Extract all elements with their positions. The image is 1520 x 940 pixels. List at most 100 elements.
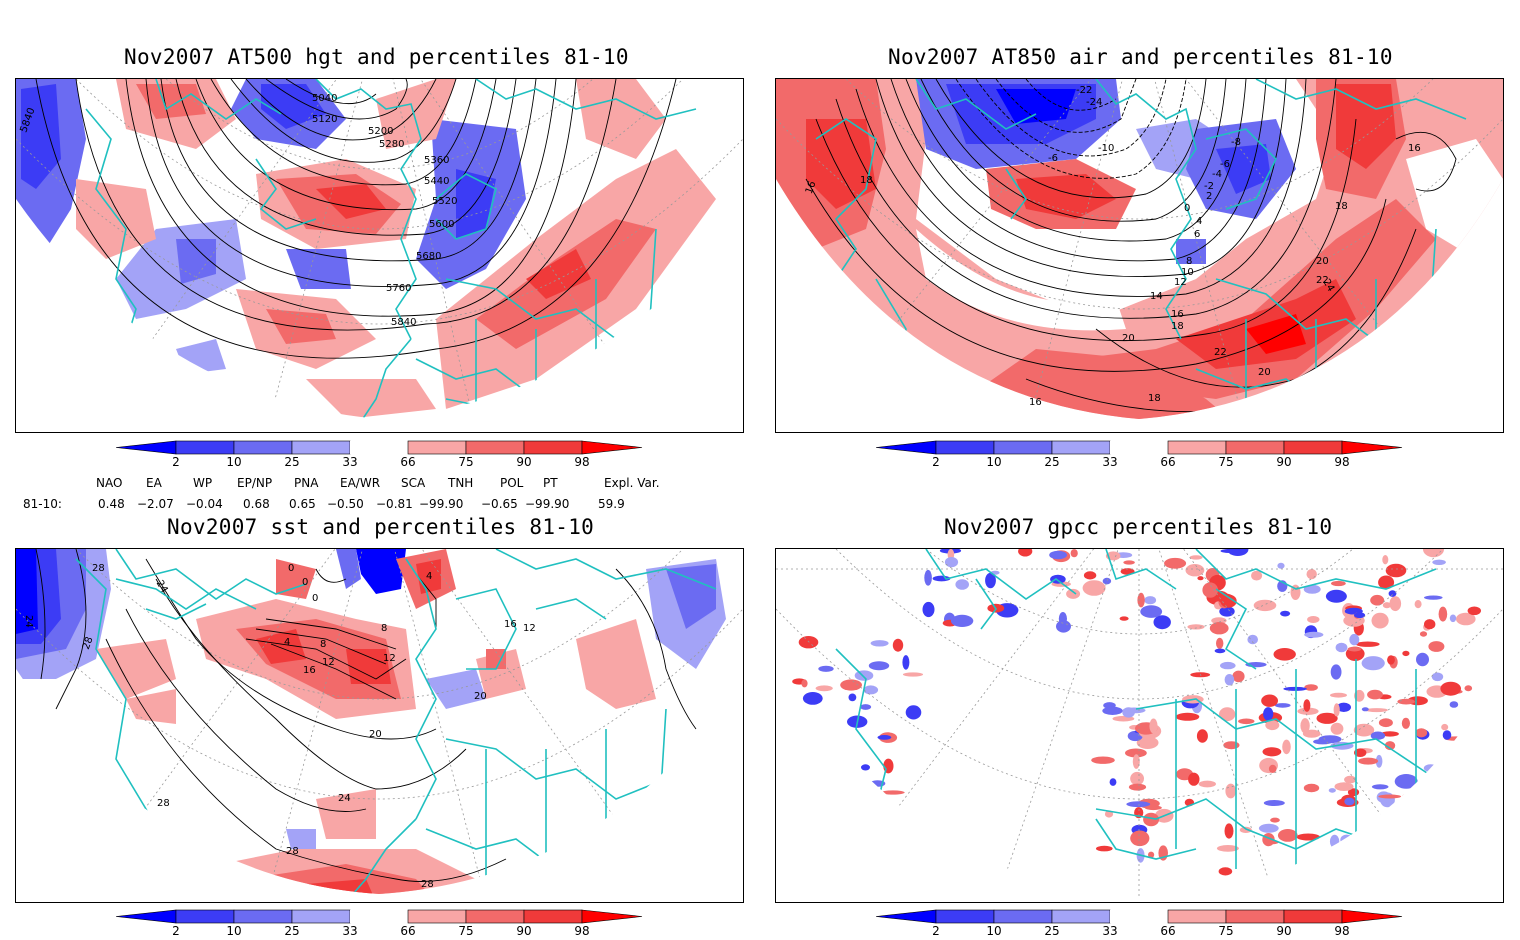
colorbar-swatch (1051, 909, 1111, 924)
index-row-label: 81-10: (23, 497, 62, 511)
wet-anomaly-patch (840, 679, 862, 691)
wet-anomaly-patch (1350, 851, 1357, 861)
wet-anomaly-patch (1330, 692, 1347, 698)
wet-anomaly-patch (845, 776, 861, 792)
dry-anomaly-patch (1283, 686, 1307, 691)
colorbar-arrow-low (116, 909, 177, 924)
wet-anomaly-patch (1347, 870, 1357, 883)
index-value-wp: −0.04 (186, 497, 223, 511)
contour-label: 24 (154, 579, 170, 596)
wet-anomaly-patch (1224, 823, 1234, 839)
wet-anomaly-patch (1467, 606, 1481, 616)
dry-anomaly-patch (1329, 834, 1340, 849)
wet-anomaly-patch (1417, 868, 1437, 875)
contour-label: 16 (504, 619, 517, 630)
dry-anomaly-patch (1102, 706, 1123, 715)
dry-anomaly-patch (902, 655, 910, 670)
colorbar-swatch (523, 440, 583, 455)
dry-anomaly-patch (932, 575, 951, 582)
index-value-sca: −0.81 (376, 497, 413, 511)
contour-label: 5360 (424, 155, 449, 166)
wet-anomaly-patch (1232, 670, 1245, 683)
wet-anomaly-patch (1389, 596, 1402, 612)
dry-anomaly-patch (870, 640, 889, 647)
colorbar-swatch (407, 440, 467, 455)
colorbar-swatch (350, 441, 408, 454)
wet-anomaly-patch (1378, 575, 1395, 590)
dry-anomaly-patch (1220, 549, 1239, 553)
map-gpcc-svg (776, 549, 1503, 899)
colorbar-swatch (175, 909, 235, 924)
wet-anomaly-patch (1123, 560, 1135, 565)
index-name-explvar: Expl. Var. (604, 476, 660, 490)
contour-label: -6 (1048, 153, 1058, 164)
wet-anomaly-patch (1175, 712, 1200, 721)
wet-anomaly-patch (1202, 582, 1218, 598)
dry-anomaly-patch (1050, 574, 1066, 584)
dry-anomaly-patch (1325, 589, 1347, 603)
wet-anomaly-patch (1136, 736, 1159, 749)
wet-anomaly-patch (1365, 708, 1388, 713)
dry-anomaly-patch (1122, 707, 1135, 718)
colorbar-swatch (993, 440, 1053, 455)
index-name-ea: EA (146, 476, 162, 490)
wet-anomaly-patch (1378, 718, 1393, 728)
dry-anomaly-patch (924, 569, 932, 586)
colorbar-label: 33 (342, 455, 357, 469)
colorbar-swatch (233, 909, 293, 924)
wet-anomaly-patch (790, 758, 809, 764)
wet-anomaly-patch (1066, 588, 1081, 599)
contour-label: 0 (312, 593, 318, 604)
contour-label: 5680 (416, 251, 441, 262)
contour-label: 14 (1150, 291, 1163, 302)
colorbar-label: 2 (172, 455, 180, 469)
wet-anomaly-patch (1223, 741, 1240, 750)
wet-anomaly-patch (1218, 867, 1233, 876)
contour-label: 24 (338, 793, 351, 804)
wet-anomaly-patch (1441, 810, 1460, 822)
wet-anomaly-patch (1426, 871, 1440, 876)
colorbar-air850: 2 10 25 33 66 75 90 98 (876, 440, 1403, 469)
map-air850: -22 -24 -8 -6 -4 -2 0 2 4 6 8 10 12 14 1… (775, 78, 1504, 433)
colorbar-label: 90 (1276, 455, 1291, 469)
panel-title-air850: Nov2007 AT850 air and percentiles 81-10 (888, 45, 1393, 69)
contour-label: 5120 (312, 114, 337, 125)
wet-anomaly-patch (1382, 602, 1391, 609)
panel-title-hgt500: Nov2007 AT500 hgt and percentiles 81-10 (124, 45, 629, 69)
contour-label: 5280 (379, 139, 404, 150)
wet-anomaly-patch (1270, 817, 1280, 823)
colorbar-swatch (465, 440, 525, 455)
wet-anomaly-patch (799, 777, 817, 794)
wet-anomaly-patch (1371, 612, 1389, 629)
wet-anomaly-patch (1219, 707, 1236, 722)
wet-anomaly-patch (1262, 747, 1282, 757)
colorbar-label: 10 (226, 924, 241, 938)
wet-anomaly-patch (1370, 594, 1385, 606)
wet-anomaly-patch (1334, 782, 1354, 791)
wet-anomaly-patch (1417, 837, 1427, 849)
wet-anomaly-patch (1393, 840, 1418, 849)
colorbar-label: 75 (1218, 455, 1233, 469)
dry-anomaly-patch (1449, 614, 1457, 623)
dry-anomaly-patch (1140, 605, 1163, 618)
dry-anomaly-patch (1056, 620, 1071, 633)
dry-anomaly-patch (950, 614, 974, 627)
wet-anomaly-patch (1443, 863, 1463, 872)
wet-anomaly-patch (1216, 845, 1239, 852)
wet-anomaly-patch (1358, 757, 1379, 765)
dry-anomaly-patch (944, 557, 959, 568)
wet-anomaly-patch (1137, 592, 1145, 608)
contour-label: 5440 (424, 176, 449, 187)
colorbar-hgt500: 2 10 25 33 66 75 90 98 (116, 440, 643, 469)
contour-label: 28 (81, 635, 96, 651)
contour-label: -8 (1231, 137, 1241, 148)
index-value-ea: −2.07 (137, 497, 174, 511)
contour-label: -6 (1220, 159, 1230, 170)
dry-anomaly-patch (827, 808, 849, 822)
colorbar-swatch (407, 909, 467, 924)
wet-anomaly-patch (1402, 650, 1410, 657)
contour-label: -2 (1204, 181, 1214, 192)
coastlines-sst (75, 549, 717, 894)
dry-anomaly-patch (1432, 559, 1446, 565)
wet-anomaly-patch (1130, 771, 1144, 786)
